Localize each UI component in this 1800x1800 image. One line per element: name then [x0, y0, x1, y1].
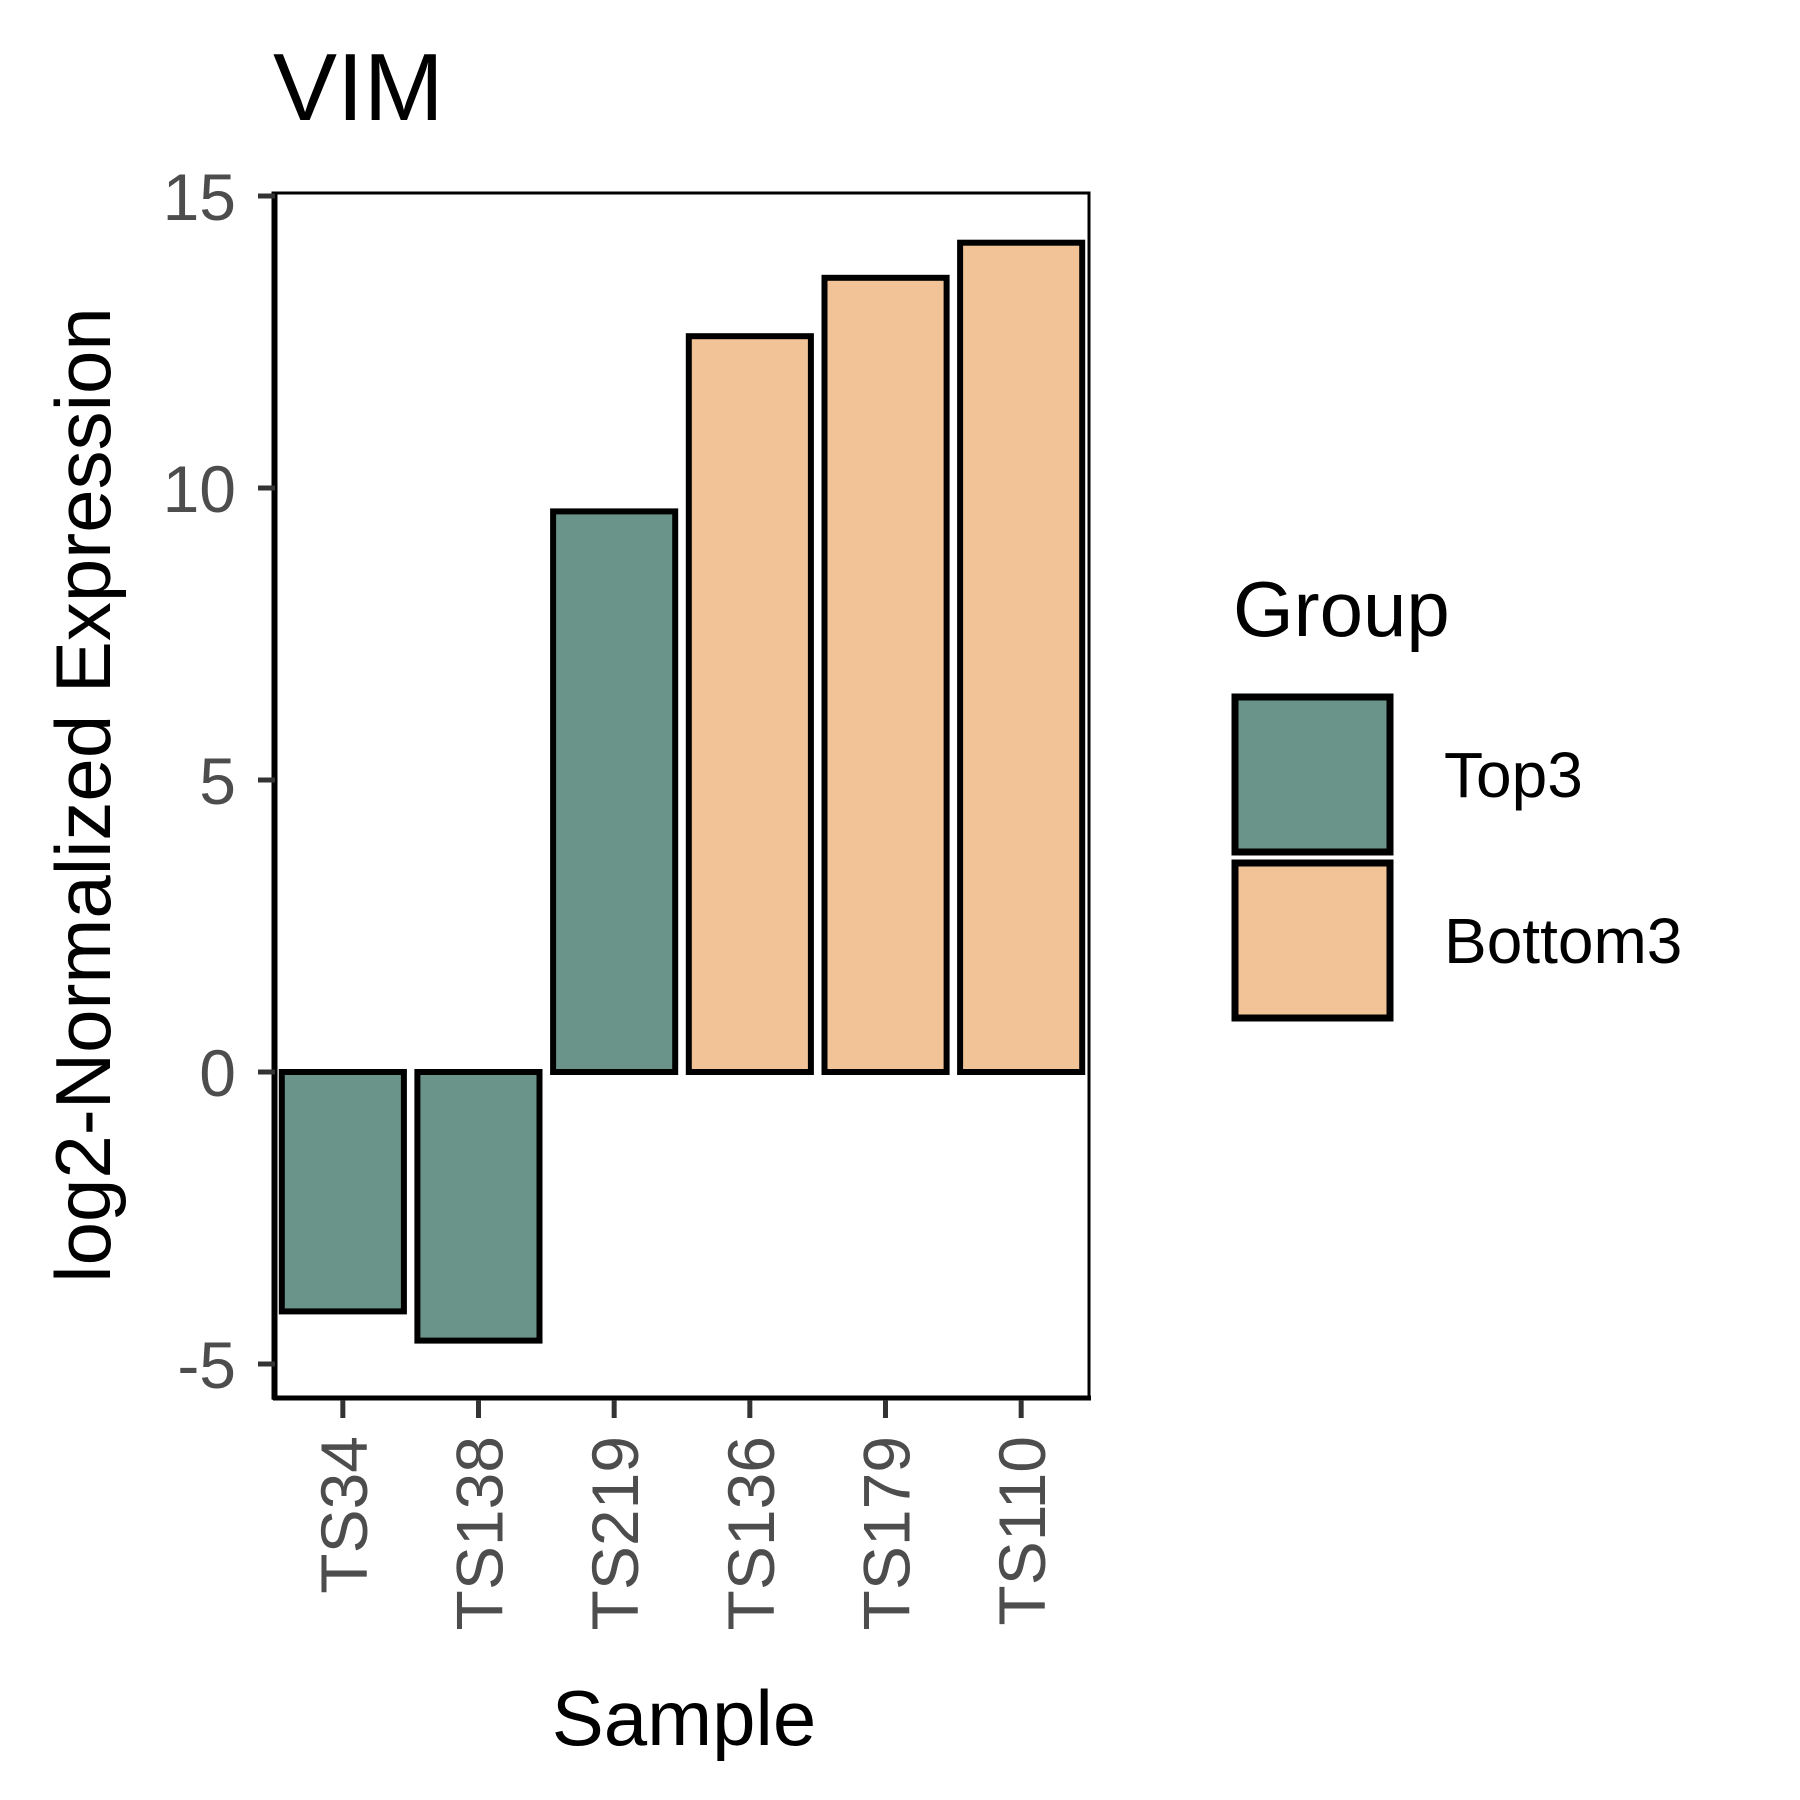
legend-label-bottom3: Bottom3 [1444, 905, 1682, 977]
x-tick-label: TS110 [985, 1436, 1059, 1626]
y-tick-label: 15 [163, 160, 236, 234]
bar-ts110 [957, 239, 1086, 1075]
x-tick-label: TS179 [850, 1436, 924, 1630]
chart-title: VIM [273, 34, 444, 141]
x-tick-label: TS34 [307, 1436, 381, 1594]
legend-swatch-bottom3 [1231, 859, 1394, 1022]
bars-group [278, 239, 1086, 1344]
bar-ts219 [550, 508, 679, 1075]
y-ticks-group: -5 0 5 10 15 [163, 160, 275, 1402]
bar-ts136 [685, 333, 814, 1075]
bar-ts34 [278, 1069, 407, 1315]
x-tick-label: TS219 [578, 1436, 652, 1630]
bar-ts179 [821, 274, 950, 1075]
y-tick-label: 10 [163, 452, 236, 526]
y-tick-label: 5 [199, 744, 236, 818]
x-tick-label: TS136 [714, 1436, 788, 1630]
legend-swatch-top3 [1231, 693, 1394, 856]
y-tick-label: 0 [199, 1036, 236, 1110]
legend-title: Group [1233, 565, 1450, 653]
bar-ts138 [414, 1069, 543, 1344]
legend-entries: Top3 Bottom3 [1231, 693, 1682, 1022]
legend-label-top3: Top3 [1444, 739, 1583, 811]
y-axis-label: log2-Normalized Expression [39, 307, 127, 1282]
x-axis-label: Sample [552, 1674, 816, 1762]
legend: Group Top3 Bottom3 [1231, 565, 1682, 1022]
x-tick-label: TS138 [443, 1436, 517, 1630]
x-ticks-group: TS34 TS138 TS219 TS136 TS179 TS110 [307, 1400, 1059, 1630]
plot-panel [271, 191, 1091, 1400]
y-tick-label: -5 [177, 1328, 236, 1402]
